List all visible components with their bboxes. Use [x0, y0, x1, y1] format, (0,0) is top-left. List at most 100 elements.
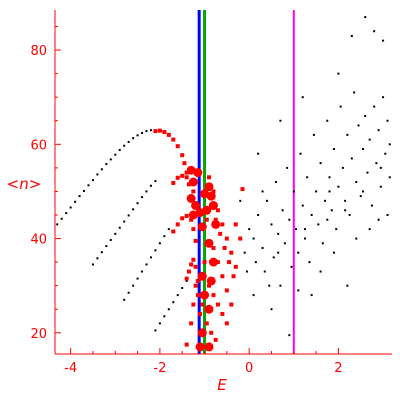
data-point: [180, 153, 185, 158]
data-point: [386, 213, 389, 216]
data-point: [332, 251, 335, 254]
data-point: [277, 251, 280, 254]
data-point: [288, 334, 291, 337]
data-point: [158, 322, 161, 325]
data-point: [123, 144, 126, 147]
data-point: [211, 245, 216, 250]
data-point: [78, 195, 81, 198]
data-point: [252, 294, 255, 297]
data-point: [185, 279, 188, 282]
data-point: [240, 187, 245, 192]
data-point: [252, 237, 255, 240]
data-point: [186, 193, 196, 203]
data-point: [163, 235, 166, 238]
data-point: [364, 16, 367, 19]
data-point: [180, 173, 185, 178]
data-point: [229, 250, 234, 255]
data-point: [355, 237, 358, 240]
data-point: [189, 217, 194, 222]
data-point: [215, 302, 220, 307]
data-point: [297, 251, 300, 254]
data-point: [321, 242, 324, 245]
data-point: [181, 287, 184, 290]
data-point: [184, 170, 189, 175]
data-point: [306, 176, 309, 179]
data-point: [348, 213, 351, 216]
data-point: [286, 166, 289, 169]
data-point: [109, 238, 112, 241]
data-point: [233, 222, 238, 227]
data-point: [224, 236, 229, 241]
data-point: [189, 262, 194, 267]
data-point: [184, 213, 189, 218]
y-tick-label: 60: [30, 138, 47, 153]
data-point: [254, 261, 257, 264]
axes-layer: [54, 10, 392, 355]
data-point: [263, 270, 266, 273]
data-point: [357, 124, 360, 127]
data-point: [344, 209, 347, 212]
x-tick-label: -4: [64, 361, 77, 376]
data-point: [366, 171, 369, 174]
data-point: [189, 321, 194, 326]
data-point: [220, 222, 225, 227]
data-point: [350, 34, 353, 37]
data-point: [109, 158, 112, 161]
data-point: [149, 129, 152, 132]
data-point: [197, 222, 207, 232]
data-point: [206, 276, 216, 286]
data-point: [204, 304, 214, 314]
data-point: [198, 311, 203, 316]
data-point: [326, 119, 329, 122]
data-point: [206, 283, 211, 288]
data-point: [69, 206, 72, 209]
data-point: [197, 328, 207, 338]
data-point: [330, 209, 333, 212]
data-point: [136, 134, 139, 137]
data-point: [377, 218, 380, 221]
data-point: [193, 238, 198, 243]
data-point: [268, 284, 271, 287]
data-point: [175, 175, 180, 180]
data-point: [171, 180, 176, 185]
data-point: [324, 199, 327, 202]
data-point: [114, 232, 117, 235]
data-point: [292, 190, 295, 193]
data-point: [295, 228, 298, 231]
data-point: [213, 337, 218, 342]
data-point: [243, 251, 246, 254]
data-point: [368, 138, 371, 141]
data-point: [91, 179, 94, 182]
data-point: [65, 212, 68, 215]
data-point: [83, 189, 86, 192]
data-point: [154, 249, 157, 252]
x-tick-label: -2: [153, 361, 166, 376]
data-point: [175, 222, 180, 227]
data-point: [132, 284, 135, 287]
data-point: [308, 261, 311, 264]
data-point: [290, 265, 293, 268]
data-point: [100, 251, 103, 254]
data-point: [204, 217, 209, 222]
data-point: [100, 168, 103, 171]
data-point: [384, 152, 387, 155]
data-point: [222, 245, 227, 250]
data-point: [346, 284, 349, 287]
data-point: [319, 270, 322, 273]
data-point: [175, 144, 180, 149]
data-point: [206, 191, 216, 201]
data-point: [191, 189, 196, 194]
data-point: [158, 242, 161, 245]
data-point: [218, 231, 223, 236]
data-point: [239, 199, 242, 202]
data-point: [238, 236, 243, 241]
data-point: [136, 277, 139, 280]
data-point: [261, 246, 264, 249]
data-point: [299, 152, 302, 155]
data-point: [310, 213, 313, 216]
data-point: [233, 264, 238, 269]
data-point: [180, 216, 185, 221]
x-axis-title: E: [217, 376, 227, 394]
data-point: [373, 105, 376, 108]
data-point: [209, 330, 214, 335]
